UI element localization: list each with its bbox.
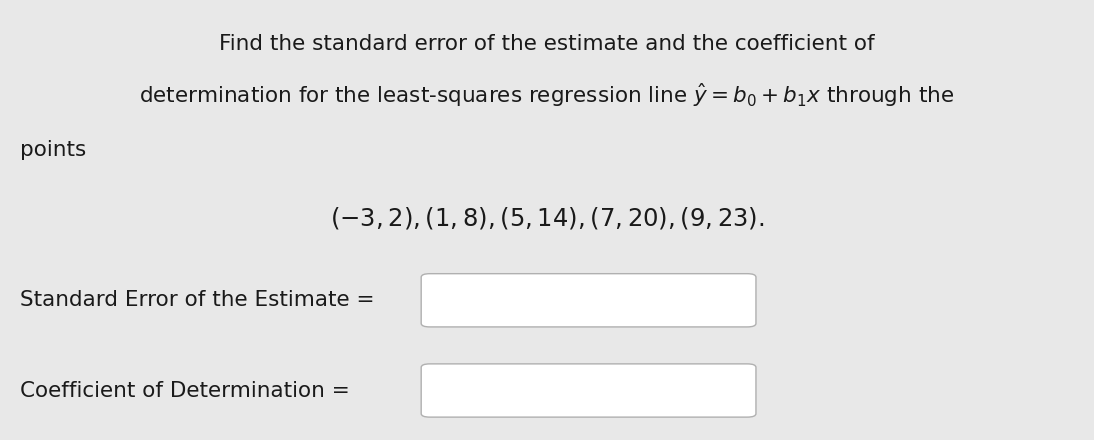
Text: Coefficient of Determination =: Coefficient of Determination =: [20, 381, 349, 400]
Text: $(-3, 2), (1, 8), (5, 14), (7, 20), (9, 23).$: $(-3, 2), (1, 8), (5, 14), (7, 20), (9, …: [329, 205, 765, 231]
Text: Standard Error of the Estimate =: Standard Error of the Estimate =: [20, 290, 374, 310]
FancyBboxPatch shape: [421, 364, 756, 417]
FancyBboxPatch shape: [421, 274, 756, 327]
Text: Find the standard error of the estimate and the coefficient of: Find the standard error of the estimate …: [219, 34, 875, 54]
Text: points: points: [20, 139, 86, 160]
Text: determination for the least-squares regression line $\hat{y} = b_0 + b_1x$ throu: determination for the least-squares regr…: [139, 81, 955, 109]
